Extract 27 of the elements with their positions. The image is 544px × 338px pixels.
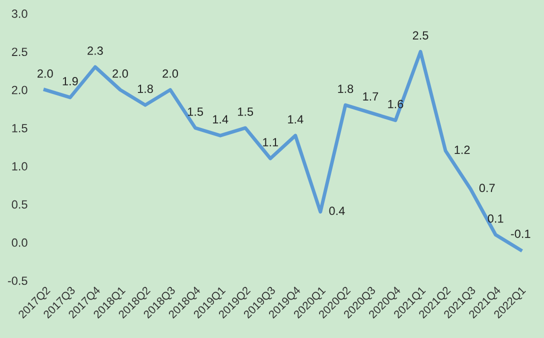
data-label: 1.2 xyxy=(454,146,470,154)
data-label: 2.3 xyxy=(88,46,103,55)
data-label: 2.0 xyxy=(38,69,53,78)
y-tick-label: 2.0 xyxy=(12,86,28,94)
y-tick-label: 1.0 xyxy=(12,162,28,170)
data-label: 1.5 xyxy=(188,108,204,116)
data-label: 1.4 xyxy=(288,115,304,124)
data-label: 2.0 xyxy=(112,69,128,78)
data-label: 1.8 xyxy=(338,84,354,94)
y-tick-label: 0.0 xyxy=(12,238,28,247)
data-label: 1.8 xyxy=(138,84,153,94)
data-label: 1.9 xyxy=(62,77,78,86)
y-tick-label: 0.5 xyxy=(12,200,28,209)
data-label: 0.1 xyxy=(488,214,504,223)
data-label: -0.1 xyxy=(510,230,530,238)
data-label: 0.4 xyxy=(329,206,345,216)
y-tick-label: -0.5 xyxy=(8,276,28,285)
y-tick-label: 3.0 xyxy=(12,10,28,18)
data-label: 1.5 xyxy=(238,108,254,116)
data-label: 1.4 xyxy=(213,115,228,124)
y-tick-label: 1.5 xyxy=(12,124,28,132)
data-label: 1.1 xyxy=(263,138,278,146)
data-label: 2.0 xyxy=(162,69,178,78)
y-tick-label: 2.5 xyxy=(12,48,28,56)
data-label: 0.7 xyxy=(479,184,495,192)
data-label: 2.5 xyxy=(412,31,428,40)
data-label: 1.7 xyxy=(363,92,378,101)
